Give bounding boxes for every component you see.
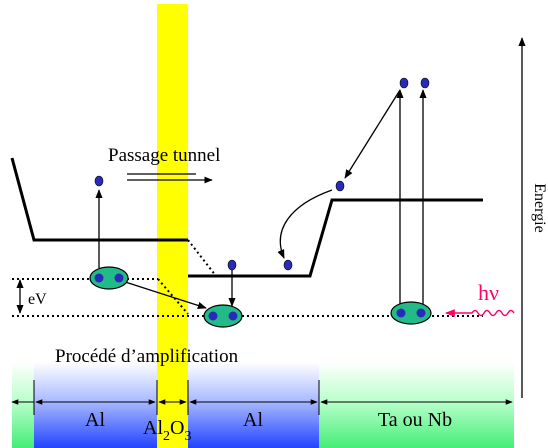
electron-excited-left: [94, 175, 104, 187]
amplification-label: Procédé d’amplification: [55, 346, 239, 367]
left-green-band: [12, 362, 34, 448]
ev-label: eV: [28, 291, 47, 308]
al2o3-o: O: [170, 417, 184, 439]
ta-nb-green-band: [319, 362, 514, 448]
electron-high-2: [420, 77, 430, 89]
electron-relaxed: [283, 259, 293, 271]
electron-high-1: [399, 77, 409, 89]
barrier-upper-dotted: [187, 239, 217, 277]
photon-wave: [445, 309, 515, 317]
electron-ta-edge: [335, 180, 345, 192]
al2o3-sub-3: 3: [184, 429, 191, 444]
al2o3-barrier: [157, 4, 188, 448]
right-band-edge: [188, 198, 483, 278]
decay-arrow-2: [277, 189, 333, 259]
region-ta-nb: Ta ou Nb: [378, 409, 452, 431]
passage-tunnel-label: Passage tunnel: [108, 145, 220, 166]
tunneling-arrow: [121, 280, 207, 309]
cooper-pair-right: [390, 301, 432, 325]
decay-arrow-1: [344, 89, 401, 179]
region-al2o3: Al2O3: [143, 417, 191, 444]
region-al-right: Al: [243, 409, 263, 431]
cooper-pair-left: [89, 266, 129, 290]
photon-label: hν: [478, 280, 499, 305]
region-al-left: Al: [85, 409, 105, 431]
left-band-edge: [10, 157, 188, 242]
cooper-pair-middle: [203, 304, 243, 328]
al2o3-sub-2: 2: [163, 429, 170, 444]
electron-al-right: [227, 259, 237, 271]
energy-axis-label: Energie: [531, 183, 548, 232]
al2o3-al: Al: [143, 417, 163, 439]
